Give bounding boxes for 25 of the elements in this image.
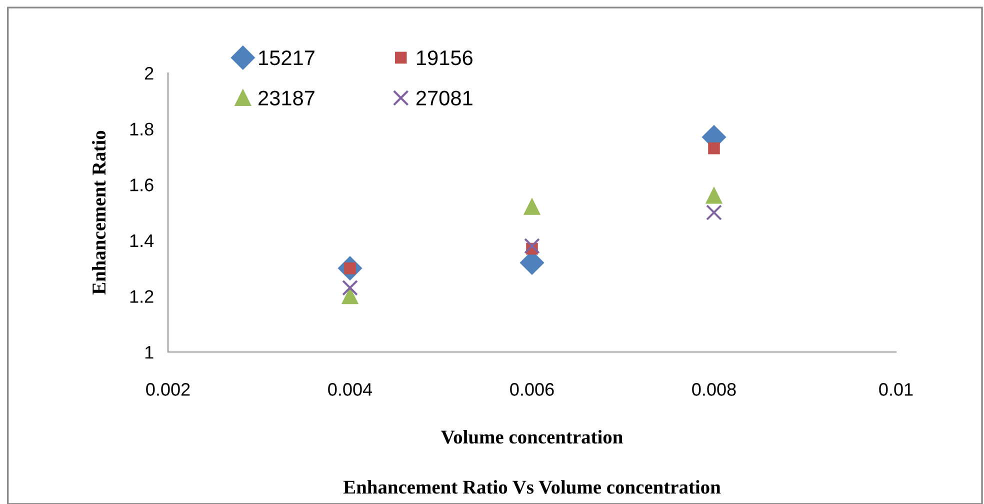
legend-label: 27081	[416, 90, 472, 106]
point	[342, 280, 358, 296]
text: Enhancement Ratio Vs Volume concentration	[343, 480, 721, 494]
y-tick-label: 2	[144, 66, 154, 80]
x-tick-label: 0.002	[146, 383, 190, 396]
point	[524, 198, 540, 215]
x-tick-label: 0.01	[879, 383, 913, 396]
point	[708, 142, 720, 154]
y-tick-label: 1.4	[130, 234, 154, 247]
legend-label: 19156	[417, 50, 472, 66]
point	[342, 288, 358, 304]
y-tick-label: 1	[145, 346, 154, 359]
point	[524, 238, 540, 254]
legend-label: 15217	[259, 50, 314, 66]
legend-label: 23187	[258, 90, 314, 106]
y-tick-label: 1.8	[130, 122, 154, 136]
y-tick-label: 1.6	[130, 178, 154, 192]
x-tick-label: 0.006	[510, 383, 554, 396]
point	[706, 204, 722, 220]
x-tick-label: 0.004	[328, 383, 372, 396]
y-axis-title: Enhancement Ratio	[92, 130, 106, 295]
x-axis-title: Volume concentration	[441, 430, 623, 444]
y-tick-label: 1.2	[130, 290, 154, 303]
x-tick-label: 0.008	[692, 383, 736, 396]
point	[706, 188, 722, 204]
